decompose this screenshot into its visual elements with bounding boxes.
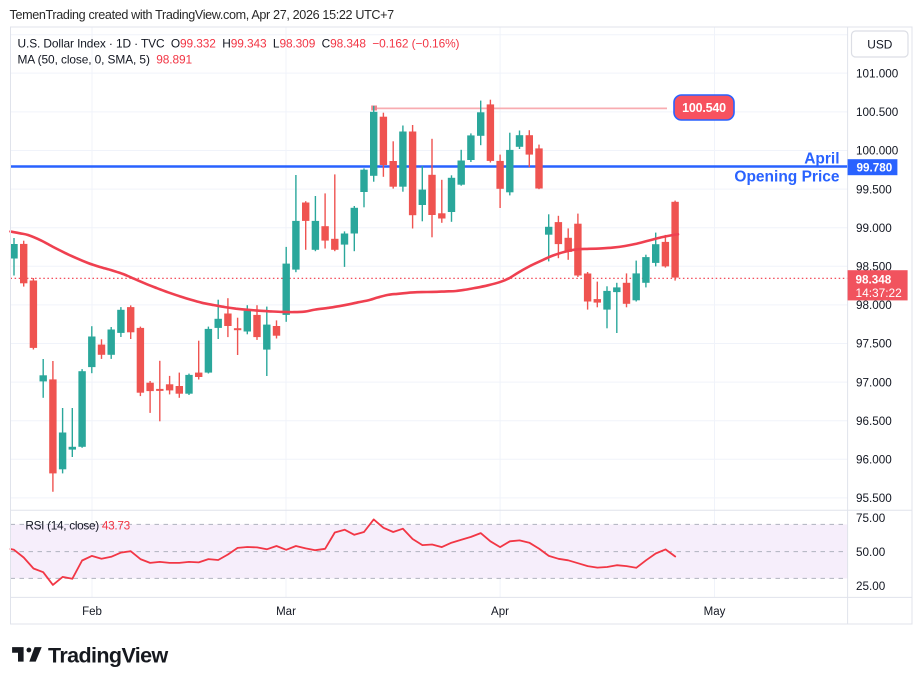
svg-text:U.S. Dollar Index · 1D · TVC: U.S. Dollar Index · 1D · TVC O99.332 H99… bbox=[18, 37, 460, 51]
svg-text:98.348: 98.348 bbox=[856, 273, 892, 286]
svg-text:Apr: Apr bbox=[491, 606, 509, 618]
svg-text:14:37:22: 14:37:22 bbox=[856, 286, 903, 300]
svg-text:RSI (14, close) 43.73: RSI (14, close) 43.73 bbox=[25, 519, 130, 533]
svg-text:96.000: 96.000 bbox=[856, 454, 892, 467]
svg-text:TemenTrading created with Trad: TemenTrading created with TradingView.co… bbox=[10, 8, 395, 22]
svg-text:50.00: 50.00 bbox=[856, 546, 886, 559]
svg-text:MA (50, close, 0, SMA, 5) 98.: MA (50, close, 0, SMA, 5) 98.891 bbox=[18, 53, 193, 67]
svg-text:25.00: 25.00 bbox=[856, 580, 886, 593]
svg-text:95.500: 95.500 bbox=[856, 492, 892, 505]
svg-text:Mar: Mar bbox=[276, 606, 296, 618]
svg-text:USD: USD bbox=[867, 38, 893, 52]
svg-text:97.000: 97.000 bbox=[856, 376, 892, 389]
svg-text:96.500: 96.500 bbox=[856, 415, 892, 428]
svg-text:99.500: 99.500 bbox=[856, 183, 892, 196]
svg-text:98.000: 98.000 bbox=[856, 299, 892, 312]
svg-text:Opening Price: Opening Price bbox=[734, 169, 839, 186]
svg-text:May: May bbox=[704, 606, 726, 618]
svg-text:75.00: 75.00 bbox=[856, 512, 886, 525]
svg-text:100.540: 100.540 bbox=[682, 101, 726, 115]
svg-text:99.000: 99.000 bbox=[856, 222, 892, 235]
svg-text:TradingView: TradingView bbox=[48, 643, 169, 667]
svg-text:101.000: 101.000 bbox=[856, 67, 899, 80]
svg-text:100.000: 100.000 bbox=[856, 145, 899, 158]
svg-text:99.780: 99.780 bbox=[857, 161, 893, 174]
svg-text:97.500: 97.500 bbox=[856, 338, 892, 351]
svg-text:Feb: Feb bbox=[82, 606, 102, 618]
svg-text:100.500: 100.500 bbox=[856, 106, 899, 119]
svg-text:April: April bbox=[804, 151, 839, 168]
